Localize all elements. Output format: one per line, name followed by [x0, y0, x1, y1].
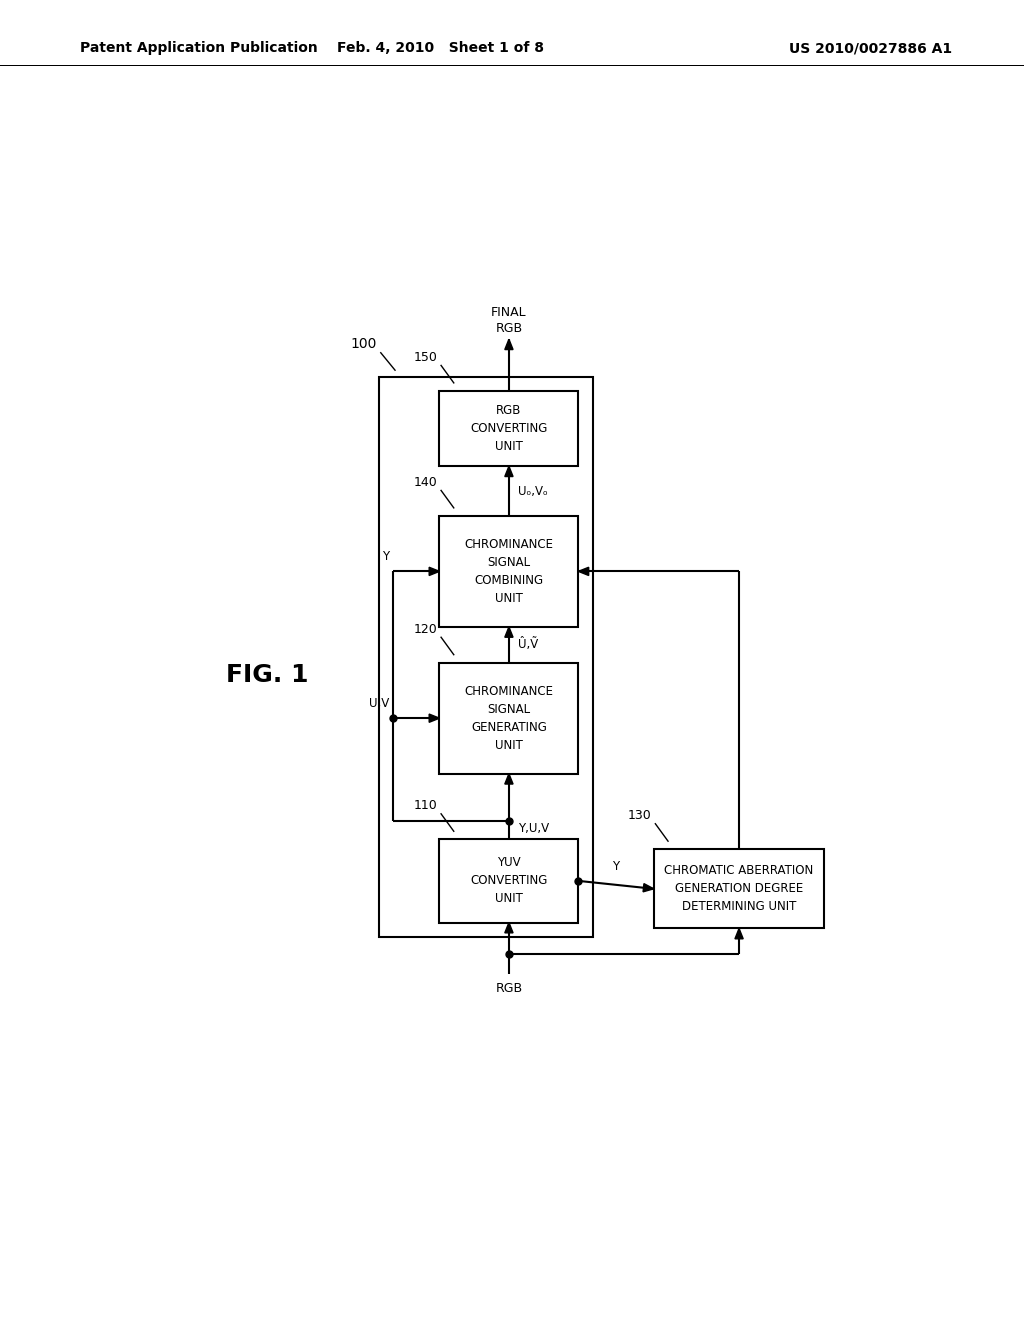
- Polygon shape: [505, 339, 513, 350]
- Text: U,V: U,V: [370, 697, 389, 710]
- Text: US 2010/0027886 A1: US 2010/0027886 A1: [790, 41, 952, 55]
- Text: CHROMINANCE
SIGNAL
COMBINING
UNIT: CHROMINANCE SIGNAL COMBINING UNIT: [465, 537, 553, 605]
- Polygon shape: [505, 774, 513, 784]
- Text: 130: 130: [628, 809, 651, 822]
- Bar: [439, 663, 579, 774]
- Text: 150: 150: [414, 351, 437, 364]
- Polygon shape: [429, 714, 439, 722]
- Bar: [439, 516, 579, 627]
- Text: Patent Application Publication: Patent Application Publication: [80, 41, 317, 55]
- Polygon shape: [735, 928, 743, 939]
- Polygon shape: [505, 466, 513, 477]
- Text: Y: Y: [612, 859, 620, 873]
- Text: 110: 110: [414, 799, 437, 812]
- Text: Y,U,V: Y,U,V: [518, 822, 550, 836]
- Text: Uₒ,Vₒ: Uₒ,Vₒ: [518, 484, 548, 498]
- Polygon shape: [429, 568, 439, 576]
- Text: RGB
CONVERTING
UNIT: RGB CONVERTING UNIT: [470, 404, 548, 453]
- Text: Feb. 4, 2010   Sheet 1 of 8: Feb. 4, 2010 Sheet 1 of 8: [337, 41, 544, 55]
- Text: 100: 100: [350, 337, 377, 351]
- Polygon shape: [505, 923, 513, 933]
- Text: FIG. 1: FIG. 1: [225, 663, 308, 686]
- Text: RGB: RGB: [496, 982, 522, 995]
- Polygon shape: [505, 627, 513, 638]
- Text: 120: 120: [414, 623, 437, 636]
- Text: 140: 140: [414, 475, 437, 488]
- Text: FINAL
RGB: FINAL RGB: [492, 306, 526, 335]
- Bar: [379, 376, 593, 937]
- Text: CHROMATIC ABERRATION
GENERATION DEGREE
DETERMINING UNIT: CHROMATIC ABERRATION GENERATION DEGREE D…: [665, 865, 814, 913]
- Text: CHROMINANCE
SIGNAL
GENERATING
UNIT: CHROMINANCE SIGNAL GENERATING UNIT: [465, 685, 553, 751]
- Bar: [653, 849, 824, 928]
- Polygon shape: [579, 568, 589, 576]
- Polygon shape: [643, 883, 653, 892]
- Text: YUV
CONVERTING
UNIT: YUV CONVERTING UNIT: [470, 857, 548, 906]
- Bar: [439, 391, 579, 466]
- Bar: [439, 840, 579, 923]
- Text: Û,Ṽ: Û,Ṽ: [518, 639, 539, 651]
- Text: Y: Y: [382, 550, 389, 564]
